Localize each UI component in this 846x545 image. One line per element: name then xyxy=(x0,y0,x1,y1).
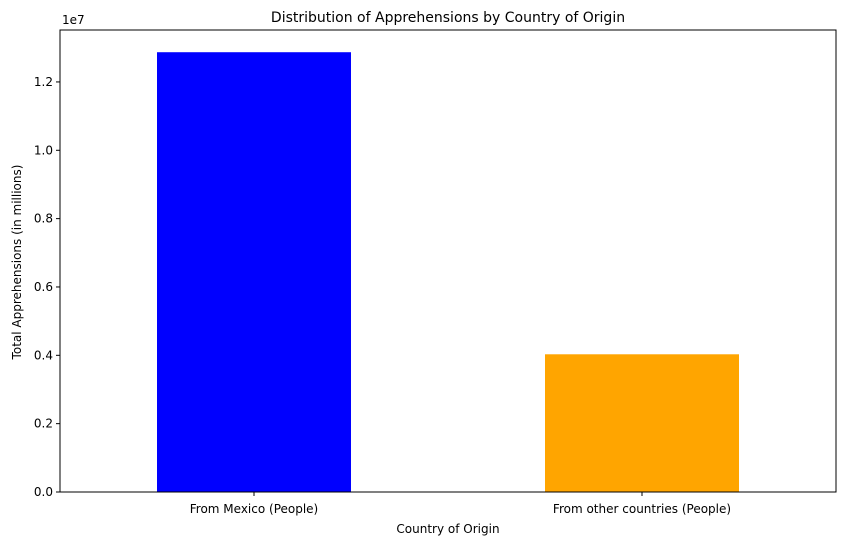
chart-title: Distribution of Apprehensions by Country… xyxy=(271,10,625,26)
y-tick-label: 1.2 xyxy=(34,75,53,89)
axes-frame xyxy=(59,29,837,493)
x-axis-label: Country of Origin xyxy=(396,522,499,536)
plot-area: 0.0 0.2 0.4 0.6 0.8 1.0 1.2 From Mexico (People… xyxy=(34,29,837,516)
y-tick-label: 0.0 xyxy=(34,485,53,499)
y-tick-label: 0.2 xyxy=(34,417,53,431)
y-tick-label: 0.4 xyxy=(34,348,53,362)
y-axis-label: Total Apprehensions (in millions) xyxy=(10,165,24,361)
x-tick-label: From Mexico (People) xyxy=(190,502,319,516)
y-tick-label: 1.0 xyxy=(34,143,53,157)
y-tick-label: 0.8 xyxy=(34,212,53,226)
y-tick-label: 0.6 xyxy=(34,280,53,294)
x-tick-label: From other countries (People) xyxy=(553,502,731,516)
bar-2 xyxy=(545,354,739,492)
y-axis-offset-label: 1e7 xyxy=(62,13,85,27)
bar-1 xyxy=(157,52,351,492)
